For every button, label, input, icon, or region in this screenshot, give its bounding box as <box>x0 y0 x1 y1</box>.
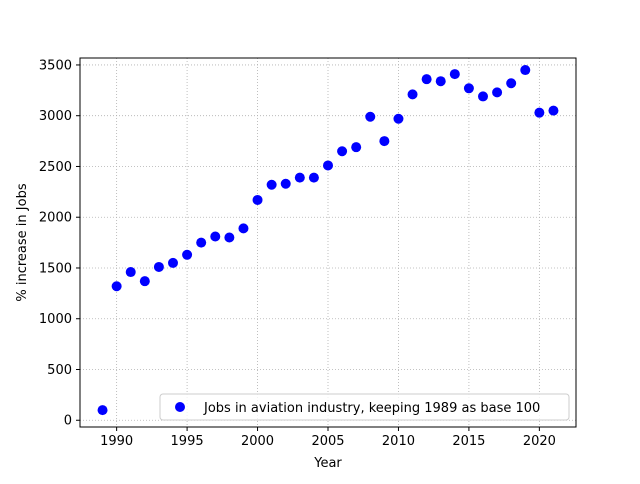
data-point <box>125 267 136 278</box>
data-point <box>168 257 178 268</box>
y-tick-label: 2500 <box>39 160 72 175</box>
x-axis-label: Year <box>313 456 342 471</box>
y-tick-label: 1000 <box>39 312 72 327</box>
data-point <box>449 69 460 80</box>
y-tick-label: 3500 <box>39 58 72 73</box>
data-point <box>534 107 545 118</box>
data-point <box>266 179 277 190</box>
data-point <box>379 136 390 147</box>
x-tick-label: 1990 <box>100 434 133 449</box>
data-point <box>421 74 432 85</box>
data-point <box>153 261 164 272</box>
data-point <box>365 111 376 122</box>
y-tick-label: 2000 <box>39 211 72 226</box>
data-point <box>111 281 122 292</box>
data-point <box>520 65 531 76</box>
data-point <box>393 113 404 124</box>
data-point <box>323 160 333 171</box>
legend: Jobs in aviation industry, keeping 1989 … <box>159 393 570 421</box>
y-axis-ticks: 0 500 1000 1500 2000 2500 3000 3500 <box>39 58 80 429</box>
data-point <box>463 83 474 94</box>
x-tick-label: 2020 <box>523 434 556 449</box>
data-point <box>337 146 348 157</box>
data-point <box>97 405 108 416</box>
data-point <box>506 78 517 89</box>
y-tick-label: 1500 <box>39 261 72 276</box>
data-point <box>351 142 362 153</box>
x-tick-label: 2015 <box>452 434 485 449</box>
data-point <box>252 194 263 205</box>
x-axis-ticks: 1990 1995 2000 2005 2010 2015 2020 <box>100 427 556 449</box>
y-tick-label: 500 <box>47 363 72 378</box>
legend-box <box>159 393 570 421</box>
x-tick-label: 2005 <box>311 434 344 449</box>
data-point <box>294 172 305 183</box>
data-points <box>97 65 559 416</box>
data-point <box>139 276 150 287</box>
data-point <box>238 223 249 234</box>
data-point <box>407 89 418 100</box>
data-point <box>308 172 319 183</box>
data-point <box>478 91 488 102</box>
data-point <box>196 237 207 248</box>
y-tick-label: 0 <box>64 414 72 429</box>
data-point <box>182 249 193 260</box>
data-point <box>435 76 446 87</box>
y-axis-label: % increase in Jobs <box>15 183 30 301</box>
x-tick-label: 2000 <box>241 434 274 449</box>
legend-marker <box>175 402 185 412</box>
data-point <box>548 105 559 116</box>
y-tick-label: 3000 <box>39 109 72 124</box>
legend-label: Jobs in aviation industry, keeping 1989 … <box>203 401 540 416</box>
x-tick-label: 2010 <box>382 434 415 449</box>
data-point <box>210 231 221 242</box>
data-point <box>280 178 291 189</box>
data-point <box>492 87 503 98</box>
plot-area <box>80 58 576 427</box>
data-point <box>224 232 235 243</box>
x-tick-label: 1995 <box>171 434 204 449</box>
